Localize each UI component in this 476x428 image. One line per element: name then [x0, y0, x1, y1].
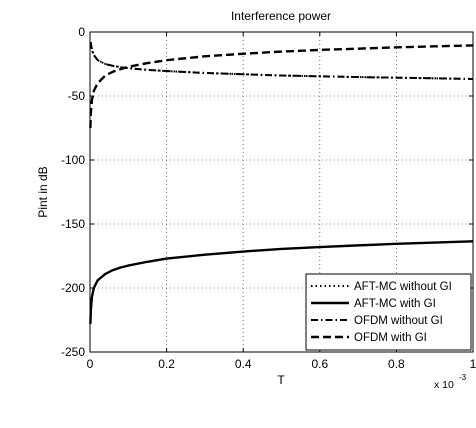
x-multiplier-base: x 10 [434, 379, 454, 391]
x-tick-label: 0 [87, 357, 94, 371]
legend-label-2: AFT-MC with GI [354, 298, 436, 310]
x-tick-label: 0.4 [235, 357, 252, 371]
x-tick-label: 0.6 [311, 357, 328, 371]
y-tick-label: -100 [61, 153, 85, 167]
y-tick-label: -250 [61, 345, 85, 359]
y-tick-label: 0 [78, 25, 85, 39]
x-tick-label: 0.2 [158, 357, 175, 371]
legend-label-3: OFDM without GI [354, 315, 443, 327]
x-axis-label: T [277, 373, 285, 387]
x-multiplier-exponent: -3 [459, 373, 467, 382]
x-tick-label: 0.8 [388, 357, 405, 371]
legend: AFT-MC without GI AFT-MC with GI OFDM with… [305, 273, 472, 351]
grid-lines [90, 32, 473, 352]
axis-ticks: 0 0.2 0.4 0.6 0.8 1 0 -50 -100 -150 -200 -250 [61, 25, 476, 371]
y-tick-label: -50 [68, 89, 86, 103]
plot-frame [89, 31, 474, 353]
legend-label-4: OFDM with GI [354, 332, 427, 344]
x-multiplier: x 10 -3 [434, 373, 467, 391]
y-tick-label: -150 [61, 217, 85, 231]
y-tick-label: -200 [61, 281, 85, 295]
series-line-4 [89, 44, 474, 129]
chart-title: Interference power [231, 9, 331, 23]
legend-label-1: AFT-MC without GI [354, 281, 452, 293]
y-axis-label: Pint in dB [36, 166, 50, 217]
x-tick-label: 1 [470, 357, 476, 371]
series-line-3 [89, 42, 474, 80]
